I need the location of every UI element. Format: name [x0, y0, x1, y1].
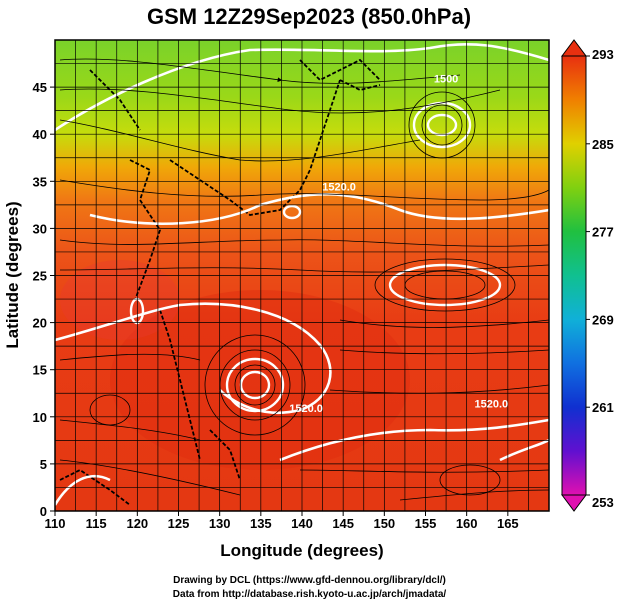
- colorbar-top-arrow: [561, 39, 587, 57]
- credit-drawing: Drawing by DCL (https://www.gfd-dennou.o…: [173, 575, 446, 586]
- y-tick-label: 40: [33, 127, 47, 142]
- x-tick-label: 160: [456, 516, 478, 531]
- x-tick-label: 115: [86, 516, 107, 531]
- contour-label: 1520.0: [322, 182, 356, 194]
- colorbar-ticks: 253 261 269 277 285 293: [586, 47, 614, 510]
- plot-area: 1500 1520.0 1520.0 1520.0: [54, 39, 550, 512]
- contour-labels: 1500 1520.0 1520.0 1520.0: [289, 73, 508, 415]
- colorbar-tick-label: 277: [592, 225, 614, 240]
- x-tick-label: 135: [250, 516, 272, 531]
- x-tick-label: 130: [209, 516, 231, 531]
- x-tick-label: 155: [415, 516, 437, 531]
- y-tick-label: 20: [33, 316, 47, 331]
- x-axis: 110 115 120 125 130 135 140 145 150 155 160 165: [45, 511, 519, 531]
- x-tick-label: 125: [168, 516, 190, 531]
- contour-label: 1520.0: [289, 403, 323, 415]
- chart-title: GSM 12Z29Sep2023 (850.0hPa): [147, 4, 471, 29]
- x-tick-label: 140: [291, 516, 313, 531]
- warm-region: [110, 290, 410, 470]
- coastlines: [59, 58, 381, 506]
- y-tick-label: 0: [40, 504, 47, 519]
- colorbar-gradient: [561, 55, 587, 496]
- y-tick-label: 15: [33, 363, 47, 378]
- x-tick-label: 145: [332, 516, 354, 531]
- y-tick-label: 30: [33, 221, 47, 236]
- y-tick-label: 5: [40, 457, 47, 472]
- x-tick-label: 165: [497, 516, 519, 531]
- colorbar-tick-label: 253: [592, 495, 614, 510]
- contour-label: 1520.0: [475, 398, 509, 410]
- colorbar-bottom-arrow: [561, 494, 587, 512]
- grid: [55, 40, 549, 511]
- warm-region: [60, 260, 180, 340]
- x-tick-label: 150: [373, 516, 395, 531]
- x-axis-label: Longitude (degrees): [220, 541, 383, 560]
- y-axis-label: Latitude (degrees): [3, 201, 22, 348]
- colorbar-tick-label: 261: [592, 400, 614, 415]
- contour-label: 1500: [434, 73, 458, 85]
- colorbar-tick-label: 269: [592, 312, 614, 327]
- y-tick-label: 10: [33, 410, 47, 425]
- colorbar-tick-label: 293: [592, 47, 614, 62]
- credit-data: Data from http://database.rish.kyoto-u.a…: [172, 589, 447, 600]
- y-tick-label: 25: [33, 269, 47, 284]
- colorbar: 253 261 269 277 285 293: [561, 39, 614, 512]
- y-tick-label: 35: [33, 174, 47, 189]
- x-tick-label: 110: [45, 516, 66, 531]
- y-axis: 0 5 10 15 20 25 30 35 40 45: [33, 80, 55, 519]
- y-tick-label: 45: [33, 80, 47, 95]
- colorbar-tick-label: 285: [592, 137, 614, 152]
- x-tick-label: 120: [126, 516, 148, 531]
